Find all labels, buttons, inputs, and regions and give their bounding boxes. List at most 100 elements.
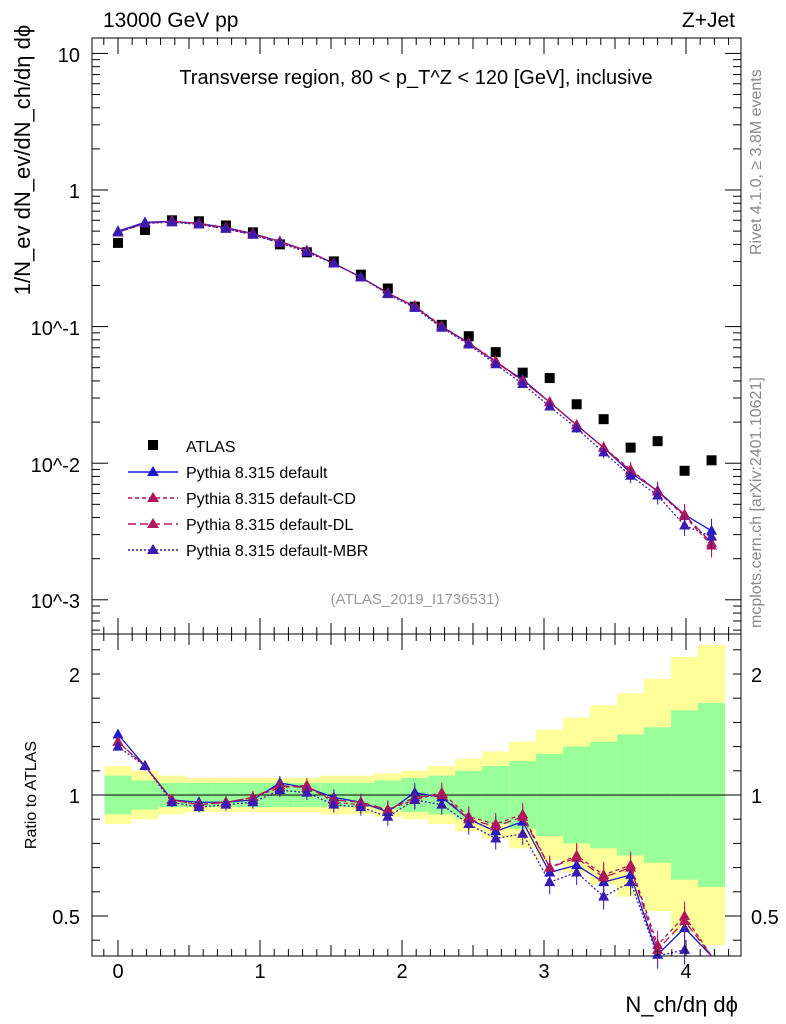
main-series-point: [436, 321, 448, 332]
atlas-data-point: [706, 455, 717, 466]
ratio-point: [301, 786, 313, 797]
ratio-point: [517, 810, 529, 821]
ratio-point: [490, 820, 502, 831]
y-tick-label-1: 1: [69, 181, 80, 203]
main-series-line-4: [117, 221, 712, 538]
ratio-point: [598, 890, 610, 901]
ratio-point: [274, 784, 286, 795]
main-series-point: [679, 508, 691, 519]
main-series-point: [463, 338, 475, 349]
main-series-point: [652, 489, 664, 500]
ratio-point: [679, 943, 691, 954]
rivet-version-label: Rivet 4.1.0, ≥ 3.8M events: [748, 69, 765, 255]
ratio-y-tick-label-1: 1: [69, 786, 80, 808]
atlas-data-point: [652, 436, 663, 447]
main-series-point: [193, 218, 205, 229]
ratio-y-axis-label: Ratio to ATLAS: [23, 741, 40, 849]
main-series-point: [139, 217, 151, 228]
atlas-data-point: [679, 465, 690, 476]
ratio-y-tick-label-2-right: 2: [751, 665, 762, 687]
ratio-point: [571, 866, 583, 877]
y-tick-label-1e-2: 10^-2: [31, 455, 80, 477]
legend-marker-dl: [147, 518, 159, 528]
ratio-series-line-2: [117, 741, 713, 957]
axis-ticks: [92, 38, 741, 956]
ratio-point: [247, 796, 259, 807]
legend-marker-cd: [147, 492, 159, 502]
main-series-point: [274, 236, 286, 247]
main-series-point: [382, 288, 394, 299]
atlas-data-point: [625, 442, 636, 453]
ratio-point: [328, 798, 340, 809]
ratio-point: [112, 728, 124, 739]
ratio-point: [490, 832, 502, 843]
atlas-data-point: [490, 347, 501, 358]
x-axis-label: N_ch/dη dϕ: [625, 992, 738, 1017]
main-title-text: Transverse region, 80 < p_T^Z < 120 [GeV…: [179, 67, 652, 89]
main-series-point: [571, 422, 583, 433]
atlas-data-point: [463, 331, 474, 342]
header-left: 13000 GeV pp: [103, 9, 238, 32]
legend: ATLAS Pythia 8.315 default Pythia 8.315 …: [128, 439, 368, 560]
header-right: Z+Jet: [682, 9, 735, 32]
legend-marker-default: [147, 466, 159, 476]
mcplots-label: mcplots.cern.ch [arXiv:2401.10621]: [748, 377, 765, 628]
legend-label-cd: Pythia 8.315 default-CD: [186, 491, 356, 508]
ratio-y-tick-label-0-5-right: 0.5: [751, 907, 779, 929]
x-tick-label-1: 1: [254, 961, 265, 983]
main-series-point: [355, 271, 367, 282]
atlas-data-point: [517, 367, 528, 378]
ratio-point: [544, 876, 556, 887]
ratio-point: [382, 810, 394, 821]
ratio-point: [355, 801, 367, 812]
ratio-point: [193, 801, 205, 812]
ratio-y-tick-label-0-5: 0.5: [52, 907, 80, 929]
main-series-point: [490, 358, 502, 369]
ratio-y-tick-label-1-right: 1: [751, 786, 762, 808]
legend-marker-atlas: [148, 440, 158, 450]
ratio-point: [166, 796, 178, 807]
x-tick-label-4: 4: [680, 961, 691, 983]
legend-label-mbr: Pythia 8.315 default-MBR: [186, 543, 368, 560]
y-tick-label-1e-3: 10^-3: [31, 591, 80, 613]
atlas-data-point: [139, 224, 150, 235]
ratio-series-line-3: [117, 746, 685, 957]
legend-marker-mbr: [147, 544, 159, 554]
ratio-point: [679, 914, 691, 925]
legend-label-default: Pythia 8.315 default: [186, 465, 328, 482]
ratio-point: [409, 793, 421, 804]
analysis-label: (ATLAS_2019_I1736531): [330, 591, 499, 608]
ratio-point: [112, 740, 124, 751]
main-series: [112, 215, 718, 558]
ratio-point: [220, 798, 232, 809]
atlas-data-point: [113, 237, 123, 248]
main-y-axis-label: 1/N_ev dN_ev/dN_ch/dη dϕ: [10, 25, 35, 295]
legend-label-dl: Pythia 8.315 default-DL: [186, 517, 353, 534]
main-series-point: [247, 228, 259, 239]
y-tick-label-1e-1: 10^-1: [31, 318, 80, 340]
main-series-point: [112, 226, 124, 237]
main-series-point: [328, 257, 340, 268]
ratio-series: [112, 728, 713, 969]
ratio-point: [517, 827, 529, 838]
ratio-point: [571, 851, 583, 862]
x-tick-label-2: 2: [396, 961, 407, 983]
atlas-data-point: [571, 399, 582, 410]
x-tick-label-3: 3: [538, 961, 549, 983]
ratio-point: [625, 876, 637, 887]
main-series-point: [301, 246, 313, 257]
main-series-point: [679, 519, 691, 530]
main-series-point: [598, 446, 610, 457]
ratio-point: [652, 943, 664, 954]
ratio-point: [463, 818, 475, 829]
ratio-point: [139, 759, 151, 770]
main-title: Transverse region, 80 < p_T^Z < 120 [GeV…: [179, 67, 652, 89]
ratio-point: [436, 789, 448, 799]
legend-label-atlas: ATLAS: [186, 439, 236, 456]
ratio-point: [544, 861, 556, 872]
atlas-data-point: [544, 373, 555, 384]
atlas-data-point: [598, 414, 609, 425]
x-tick-label-0: 0: [112, 961, 123, 983]
main-series-point: [706, 530, 718, 541]
